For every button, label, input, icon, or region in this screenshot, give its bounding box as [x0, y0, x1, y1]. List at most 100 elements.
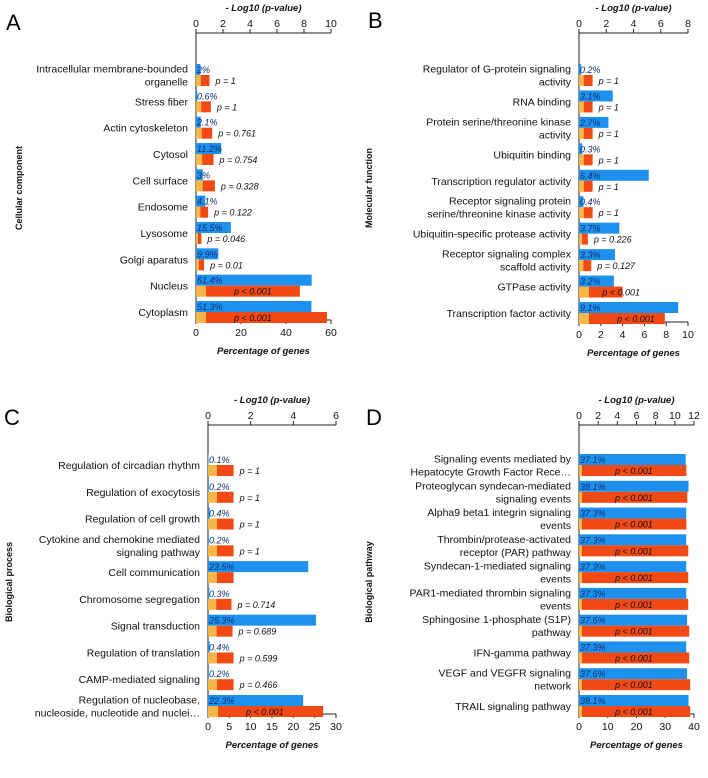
category-label: receptor (PAR) pathway — [460, 547, 572, 559]
p-value-label: p = 1 — [598, 76, 619, 86]
percentage-label: 37.3% — [580, 589, 606, 599]
x-axis-title: Percentage of genes — [587, 348, 680, 359]
pvalue-bar — [582, 465, 687, 476]
pvalue-bar — [216, 518, 234, 530]
p-value-label: p = 1 — [598, 155, 619, 165]
top-tick-label: 6 — [634, 410, 640, 422]
category-row: Lysosome 15.5%p = 0.046 — [141, 222, 245, 244]
bottom-tick-label: 40 — [280, 327, 292, 339]
category-label: Regulator of G-protein signaling — [423, 64, 571, 76]
percentage-bar — [579, 614, 688, 626]
category-label: Cell surface — [133, 175, 189, 187]
bottom-tick-label: 30 — [659, 721, 671, 733]
percentage-bar — [196, 195, 206, 207]
baseline-bar — [196, 180, 203, 192]
percentage-bar — [579, 275, 614, 287]
top-tick-label: 4 — [614, 410, 620, 422]
percentage-label: 0.2% — [209, 482, 230, 492]
panel-letter: D — [366, 405, 382, 430]
pvalue-bar — [582, 598, 689, 610]
p-value-label: p = 1 — [239, 493, 260, 503]
category-label: Actin cytoskeleton — [103, 123, 188, 135]
percentage-label: 3.7% — [580, 224, 601, 234]
bottom-tick-label: 60 — [325, 327, 337, 339]
percentage-label: 37.3% — [580, 642, 606, 652]
percentage-bar — [196, 222, 231, 233]
percentage-bar — [208, 587, 210, 599]
pvalue-bar — [200, 206, 209, 218]
p-value-label: p < 0.001 — [614, 546, 653, 556]
pvalue-bar — [582, 625, 690, 637]
category-row: Regulation of translation 0.4% p = 0.599 — [87, 641, 277, 664]
category-label: Chromosome segregation — [79, 594, 200, 606]
category-label: Regulation of translation — [87, 647, 200, 659]
top-tick-label: 4 — [290, 410, 296, 422]
pvalue-bar — [583, 207, 593, 219]
category-row: TRAIL signaling pathway 38.1% p < 0.001 — [455, 695, 691, 717]
baseline-bar — [196, 75, 201, 86]
percentage-label: 0.6% — [197, 91, 218, 101]
top-axis-title: - Log10 (p-value) — [598, 395, 674, 406]
category-row: Nucleus 51.4% p < 0.001 — [150, 274, 312, 297]
category-label: PAR1-mediated thrombin signaling — [410, 587, 572, 599]
pvalue-bar — [583, 75, 593, 86]
percentage-label: 0.3% — [209, 589, 230, 599]
pvalue-bar — [198, 259, 205, 271]
y-axis-label: Molecular function — [364, 148, 374, 228]
category-row: Actin cytoskeleton 2.1%p = 0.761 — [103, 116, 256, 139]
percentage-label: 9.1% — [580, 303, 601, 313]
category-row: Transcription factor activity 9.1% p < 0.0… — [447, 302, 679, 324]
category-label: Transcription factor activity — [447, 308, 572, 320]
percentage-bar — [579, 561, 687, 573]
category-row: Chromosome segregation 0.3% p = 0.714 — [79, 587, 275, 610]
bottom-tick-label: 5 — [226, 721, 232, 733]
percentage-bar — [208, 561, 309, 573]
category-row: Sphingosine 1-phosphate (S1P)pathway 37.6… — [422, 614, 690, 639]
percentage-bar — [579, 169, 649, 181]
baseline-bar — [579, 598, 582, 610]
percentage-bar — [579, 507, 687, 519]
baseline-bar — [579, 545, 582, 557]
baseline-bar — [579, 75, 584, 86]
baseline-bar — [208, 465, 217, 476]
baseline-bar — [208, 706, 218, 717]
top-tick-label: 6 — [274, 18, 280, 30]
percentage-bar — [579, 302, 679, 313]
percentage-bar — [196, 248, 219, 260]
panel-letter: C — [4, 405, 20, 430]
top-tick-label: 8 — [653, 410, 659, 422]
percentage-bar — [208, 480, 209, 492]
category-label: organelle — [145, 77, 188, 89]
pvalue-bar — [216, 491, 234, 503]
percentage-bar — [196, 274, 312, 286]
p-value-label: p < 0.001 — [614, 680, 653, 690]
percentage-label: 37.3% — [580, 562, 606, 572]
percentage-label: 0.4% — [580, 197, 601, 207]
top-axis-title: - Log10 (p-value) — [225, 3, 301, 14]
p-value-label: p = 0.127 — [596, 261, 636, 271]
percentage-label: 38.1% — [580, 482, 606, 492]
baseline-bar — [196, 259, 199, 271]
p-value-label: p = 0.714 — [236, 600, 275, 610]
percentage-label: 23.5% — [208, 562, 235, 572]
baseline-bar — [579, 286, 589, 298]
baseline-bar — [579, 518, 582, 530]
p-value-label: p = 0.328 — [220, 181, 259, 191]
percentage-label: 11.2% — [197, 144, 222, 154]
percentage-bar — [196, 169, 203, 181]
pvalue-bar — [201, 127, 213, 139]
p-value-label: p < 0.001 — [614, 493, 653, 503]
category-label: Cell communication — [108, 567, 200, 579]
baseline-bar — [579, 679, 582, 691]
category-row: Cell surface 3% p = 0.328 — [133, 169, 259, 192]
p-value-label: p = 0.01 — [209, 260, 243, 270]
bottom-tick-label: 10 — [245, 721, 257, 733]
percentage-label: 0.4% — [209, 642, 230, 652]
category-row: RNA binding 3.1%p = 1 — [513, 90, 619, 113]
top-tick-label: 8 — [685, 18, 691, 30]
panel-d: D Biological pathway - Log10 (p-value) 0 2 4 6… — [364, 395, 700, 751]
